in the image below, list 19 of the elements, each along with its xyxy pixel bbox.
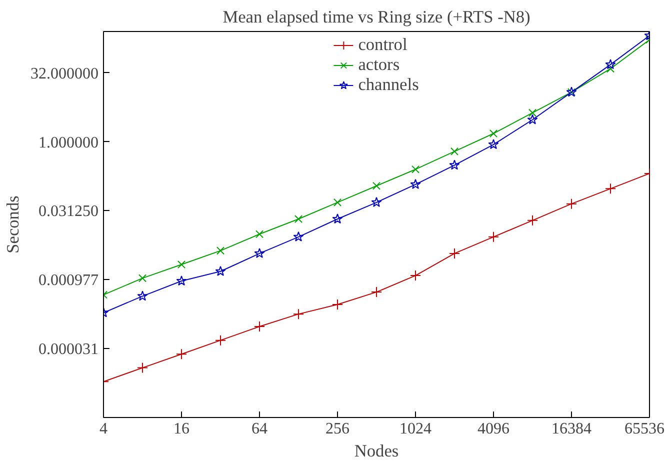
x-tick-label: 1024: [400, 420, 432, 438]
legend-label: actors: [358, 55, 400, 75]
y-tick-label: 1.000000: [38, 134, 98, 152]
x-tick-label: 16: [174, 420, 190, 438]
chart-title: Mean elapsed time vs Ring size (+RTS -N8): [222, 8, 531, 26]
x-tick-label: 16384: [552, 420, 592, 438]
legend-label: channels: [358, 75, 419, 95]
x-tick-label: 65536: [624, 420, 664, 438]
y-tick-label: 0.031250: [38, 203, 98, 220]
x-tick-label: 4096: [478, 420, 510, 438]
y-tick-label: 32.000000: [30, 65, 98, 82]
y-tick-label: 0.000977: [38, 272, 98, 290]
y-tick-label: 0.000031: [38, 341, 98, 358]
x-tick-label: 4: [100, 420, 108, 438]
legend-label: control: [358, 35, 408, 55]
y-axis-title: Seconds: [4, 195, 22, 254]
x-axis-title: Nodes: [354, 442, 399, 460]
x-tick-label: 256: [326, 420, 350, 438]
x-tick-label: 64: [252, 420, 268, 438]
